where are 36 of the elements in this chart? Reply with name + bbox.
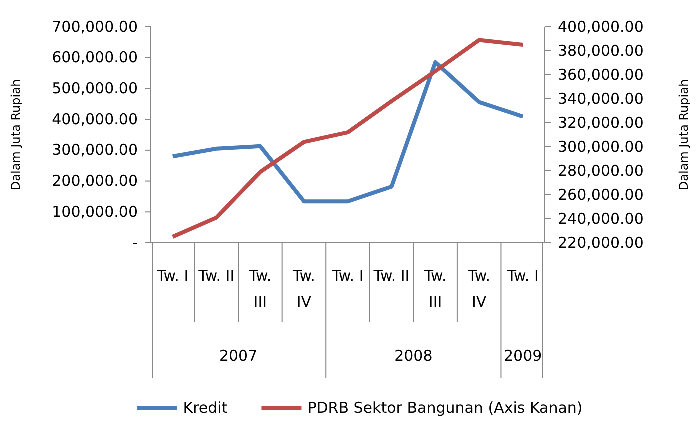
y2-tick-label: 380,000.00 [558,42,644,60]
y-tick-label: 100,000.00 [52,202,138,221]
x-tick-label: Tw. III [423,267,447,311]
x-tick-label: Tw. II [198,267,235,285]
y2-tick-label: 340,000.00 [558,90,644,108]
y2-tick-label: 240,000.00 [558,210,644,228]
y2-tick-label: 320,000.00 [558,114,644,132]
y2-tick-label: 400,000.00 [558,18,644,36]
x-tick-label: Tw. I [331,267,364,285]
y2-tick-label: 220,000.00 [558,234,644,252]
text: 2007 [219,347,258,365]
y-tick-label: 400,000.00 [52,110,138,128]
legend-label: PDRB Sektor Bangunan (Axis Kanan) [308,399,583,417]
legend-label: Kredit [183,399,228,417]
y-tick-label: 700,000.00 [52,18,138,36]
y-tick-label: 500,000.00 [52,80,138,98]
y2-tick-label: 280,000.00 [558,162,644,180]
line-series [170,60,526,204]
y2-axis-title: Dalam Juta Rupiah [677,79,691,191]
x-tick-label: Tw. IV [467,267,491,311]
y-axis-title: Dalam Juta Rupiah [9,79,23,191]
x-tick-label: Tw. I [506,267,539,285]
x-tick-label: Tw. III [248,267,272,311]
y2-tick-label: 300,000.00 [558,138,644,156]
x-tick-label: Tw. II [372,267,410,285]
y-tick-label: 200,000.00 [52,172,138,190]
y-tick-label: 600,000.00 [52,48,138,67]
text: 2008 [394,347,433,365]
x-tick-label: Tw. I [156,267,189,285]
y-tick-label: - [132,234,138,252]
x-tick-label: Tw. IV [292,267,316,311]
y2-tick-label: 260,000.00 [558,186,644,204]
y2-tick-label: 360,000.00 [558,66,644,84]
line-series [170,38,526,239]
y-tick-label: 300,000.00 [52,141,138,160]
text: 2009 [504,347,542,365]
